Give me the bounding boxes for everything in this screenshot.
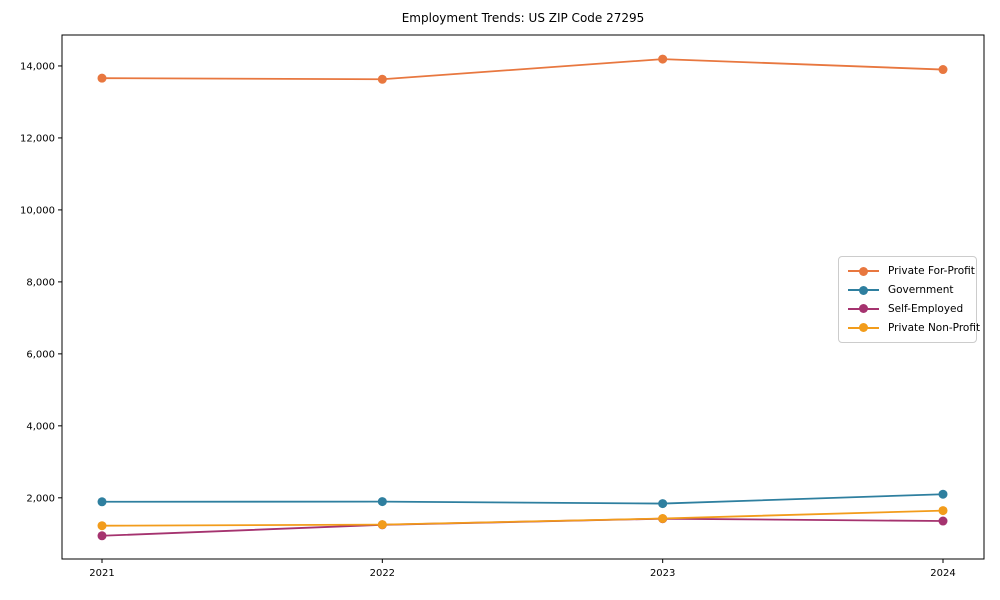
x-tick-label: 2021 (89, 568, 114, 579)
series-marker (938, 516, 948, 526)
series-marker (377, 497, 387, 507)
legend-line-marker-icon (848, 304, 879, 314)
legend-item: Private For-Profit (848, 262, 975, 281)
legend-item: Government (848, 281, 968, 300)
series-marker (938, 506, 948, 516)
y-tick-label: 6,000 (26, 349, 55, 360)
series-marker (97, 73, 107, 83)
series-marker (377, 520, 387, 530)
series-marker (97, 531, 107, 541)
legend-label: Government (888, 284, 954, 297)
legend-label: Private For-Profit (888, 265, 975, 278)
x-tick-label: 2024 (930, 568, 955, 579)
chart-title: Employment Trends: US ZIP Code 27295 (401, 11, 645, 25)
legend-item: Self-Employed (848, 300, 968, 319)
series-marker (377, 74, 387, 84)
y-tick-label: 10,000 (20, 205, 55, 216)
legend-label: Self-Employed (888, 302, 964, 315)
y-tick-label: 14,000 (20, 61, 55, 72)
y-tick-label: 4,000 (26, 421, 55, 432)
series-marker (658, 499, 668, 509)
series-marker (97, 497, 107, 507)
legend-line-marker-icon (848, 266, 879, 276)
legend-line-marker-icon (848, 323, 879, 333)
legend: Private For-Profit Government Self-Employe… (838, 256, 980, 343)
series-marker (938, 65, 948, 75)
legend-item: Private Non-Profit (848, 318, 980, 337)
series-marker (658, 54, 668, 64)
x-tick-label: 2023 (650, 568, 675, 579)
series-marker (658, 514, 668, 524)
series-line (101, 58, 944, 81)
y-tick-label: 8,000 (26, 277, 55, 288)
legend-line-marker-icon (848, 285, 879, 295)
series-line (101, 493, 944, 505)
y-tick-label: 2,000 (26, 493, 55, 504)
legend-label: Private Non-Profit (888, 321, 981, 334)
x-tick-label: 2022 (370, 568, 395, 579)
series-marker (97, 521, 107, 531)
y-tick-label: 12,000 (20, 133, 55, 144)
series-marker (938, 489, 948, 499)
series-line (101, 509, 944, 527)
axes-frame (61, 34, 985, 560)
